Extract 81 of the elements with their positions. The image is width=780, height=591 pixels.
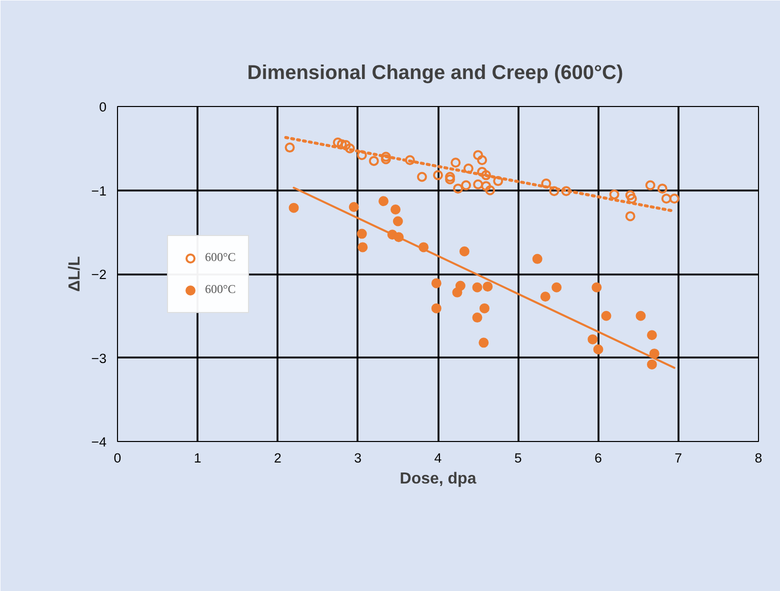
point: [344, 143, 355, 154]
point: [549, 186, 560, 196]
point: [450, 158, 461, 168]
point: [473, 150, 484, 160]
point: [481, 181, 492, 192]
point: [445, 172, 456, 182]
point: [552, 282, 562, 292]
point: [284, 142, 295, 153]
y-tick-label: −2: [91, 267, 107, 282]
x-tick-label: 7: [674, 450, 682, 466]
point: [636, 310, 646, 321]
point: [348, 202, 359, 212]
point: [625, 190, 636, 200]
point: [646, 359, 657, 370]
y-tick-label: −1: [91, 183, 107, 198]
x-tick-label: 1: [194, 450, 202, 466]
point: [478, 338, 489, 348]
point: [657, 184, 668, 194]
x-tick-label: 0: [114, 450, 122, 466]
x-tick-label: 6: [594, 450, 602, 466]
x-axis-title: Dose, dpa: [400, 470, 476, 488]
point: [390, 204, 401, 215]
point: [601, 310, 612, 321]
legend-label: 600°C: [205, 282, 236, 297]
point: [669, 194, 680, 204]
point: [472, 312, 482, 323]
point: [645, 180, 656, 190]
point: [461, 180, 472, 190]
point: [609, 189, 620, 200]
point: [532, 254, 542, 264]
x-tick-label: 2: [274, 450, 282, 466]
point: [473, 179, 484, 190]
point: [493, 176, 504, 186]
point: [332, 138, 343, 148]
point: [588, 334, 598, 344]
point: [625, 211, 636, 222]
point: [661, 194, 672, 204]
y-tick-label: −3: [91, 350, 107, 366]
point: [416, 172, 427, 182]
point: [593, 344, 604, 354]
point: [356, 228, 367, 239]
point: [479, 303, 490, 314]
y-tick-label: 0: [99, 100, 107, 114]
legend-label: 600°C: [205, 250, 236, 265]
point: [433, 170, 443, 180]
y-tick-label: −4: [91, 434, 108, 450]
point: [431, 303, 442, 314]
point: [452, 287, 462, 298]
y-axis-title: ΔL/L: [66, 256, 84, 292]
point: [445, 174, 456, 184]
point: [380, 154, 391, 164]
point: [481, 170, 492, 180]
point: [626, 194, 637, 204]
point: [380, 152, 391, 162]
point: [646, 330, 657, 340]
chart-title: Dimensional Change and Creep (600°C): [247, 62, 624, 84]
point: [368, 156, 379, 166]
x-tick-label: 3: [354, 450, 362, 466]
point: [459, 246, 470, 256]
point: [477, 166, 488, 177]
point: [356, 150, 367, 160]
point: [540, 292, 550, 302]
point: [404, 155, 415, 166]
point: [453, 184, 464, 194]
point: [392, 216, 403, 226]
point: [358, 242, 368, 252]
point: [485, 185, 496, 196]
point: [288, 202, 299, 213]
point: [541, 178, 552, 189]
x-tick-label: 5: [514, 450, 522, 466]
x-tick-label: 4: [434, 450, 442, 466]
point: [477, 155, 488, 166]
point: [649, 348, 660, 359]
point: [463, 163, 474, 174]
point: [431, 278, 442, 288]
point: [482, 282, 493, 292]
x-tick-label: 8: [754, 450, 762, 466]
point: [561, 186, 572, 196]
point: [592, 282, 602, 292]
point: [378, 196, 389, 206]
point: [472, 282, 482, 292]
